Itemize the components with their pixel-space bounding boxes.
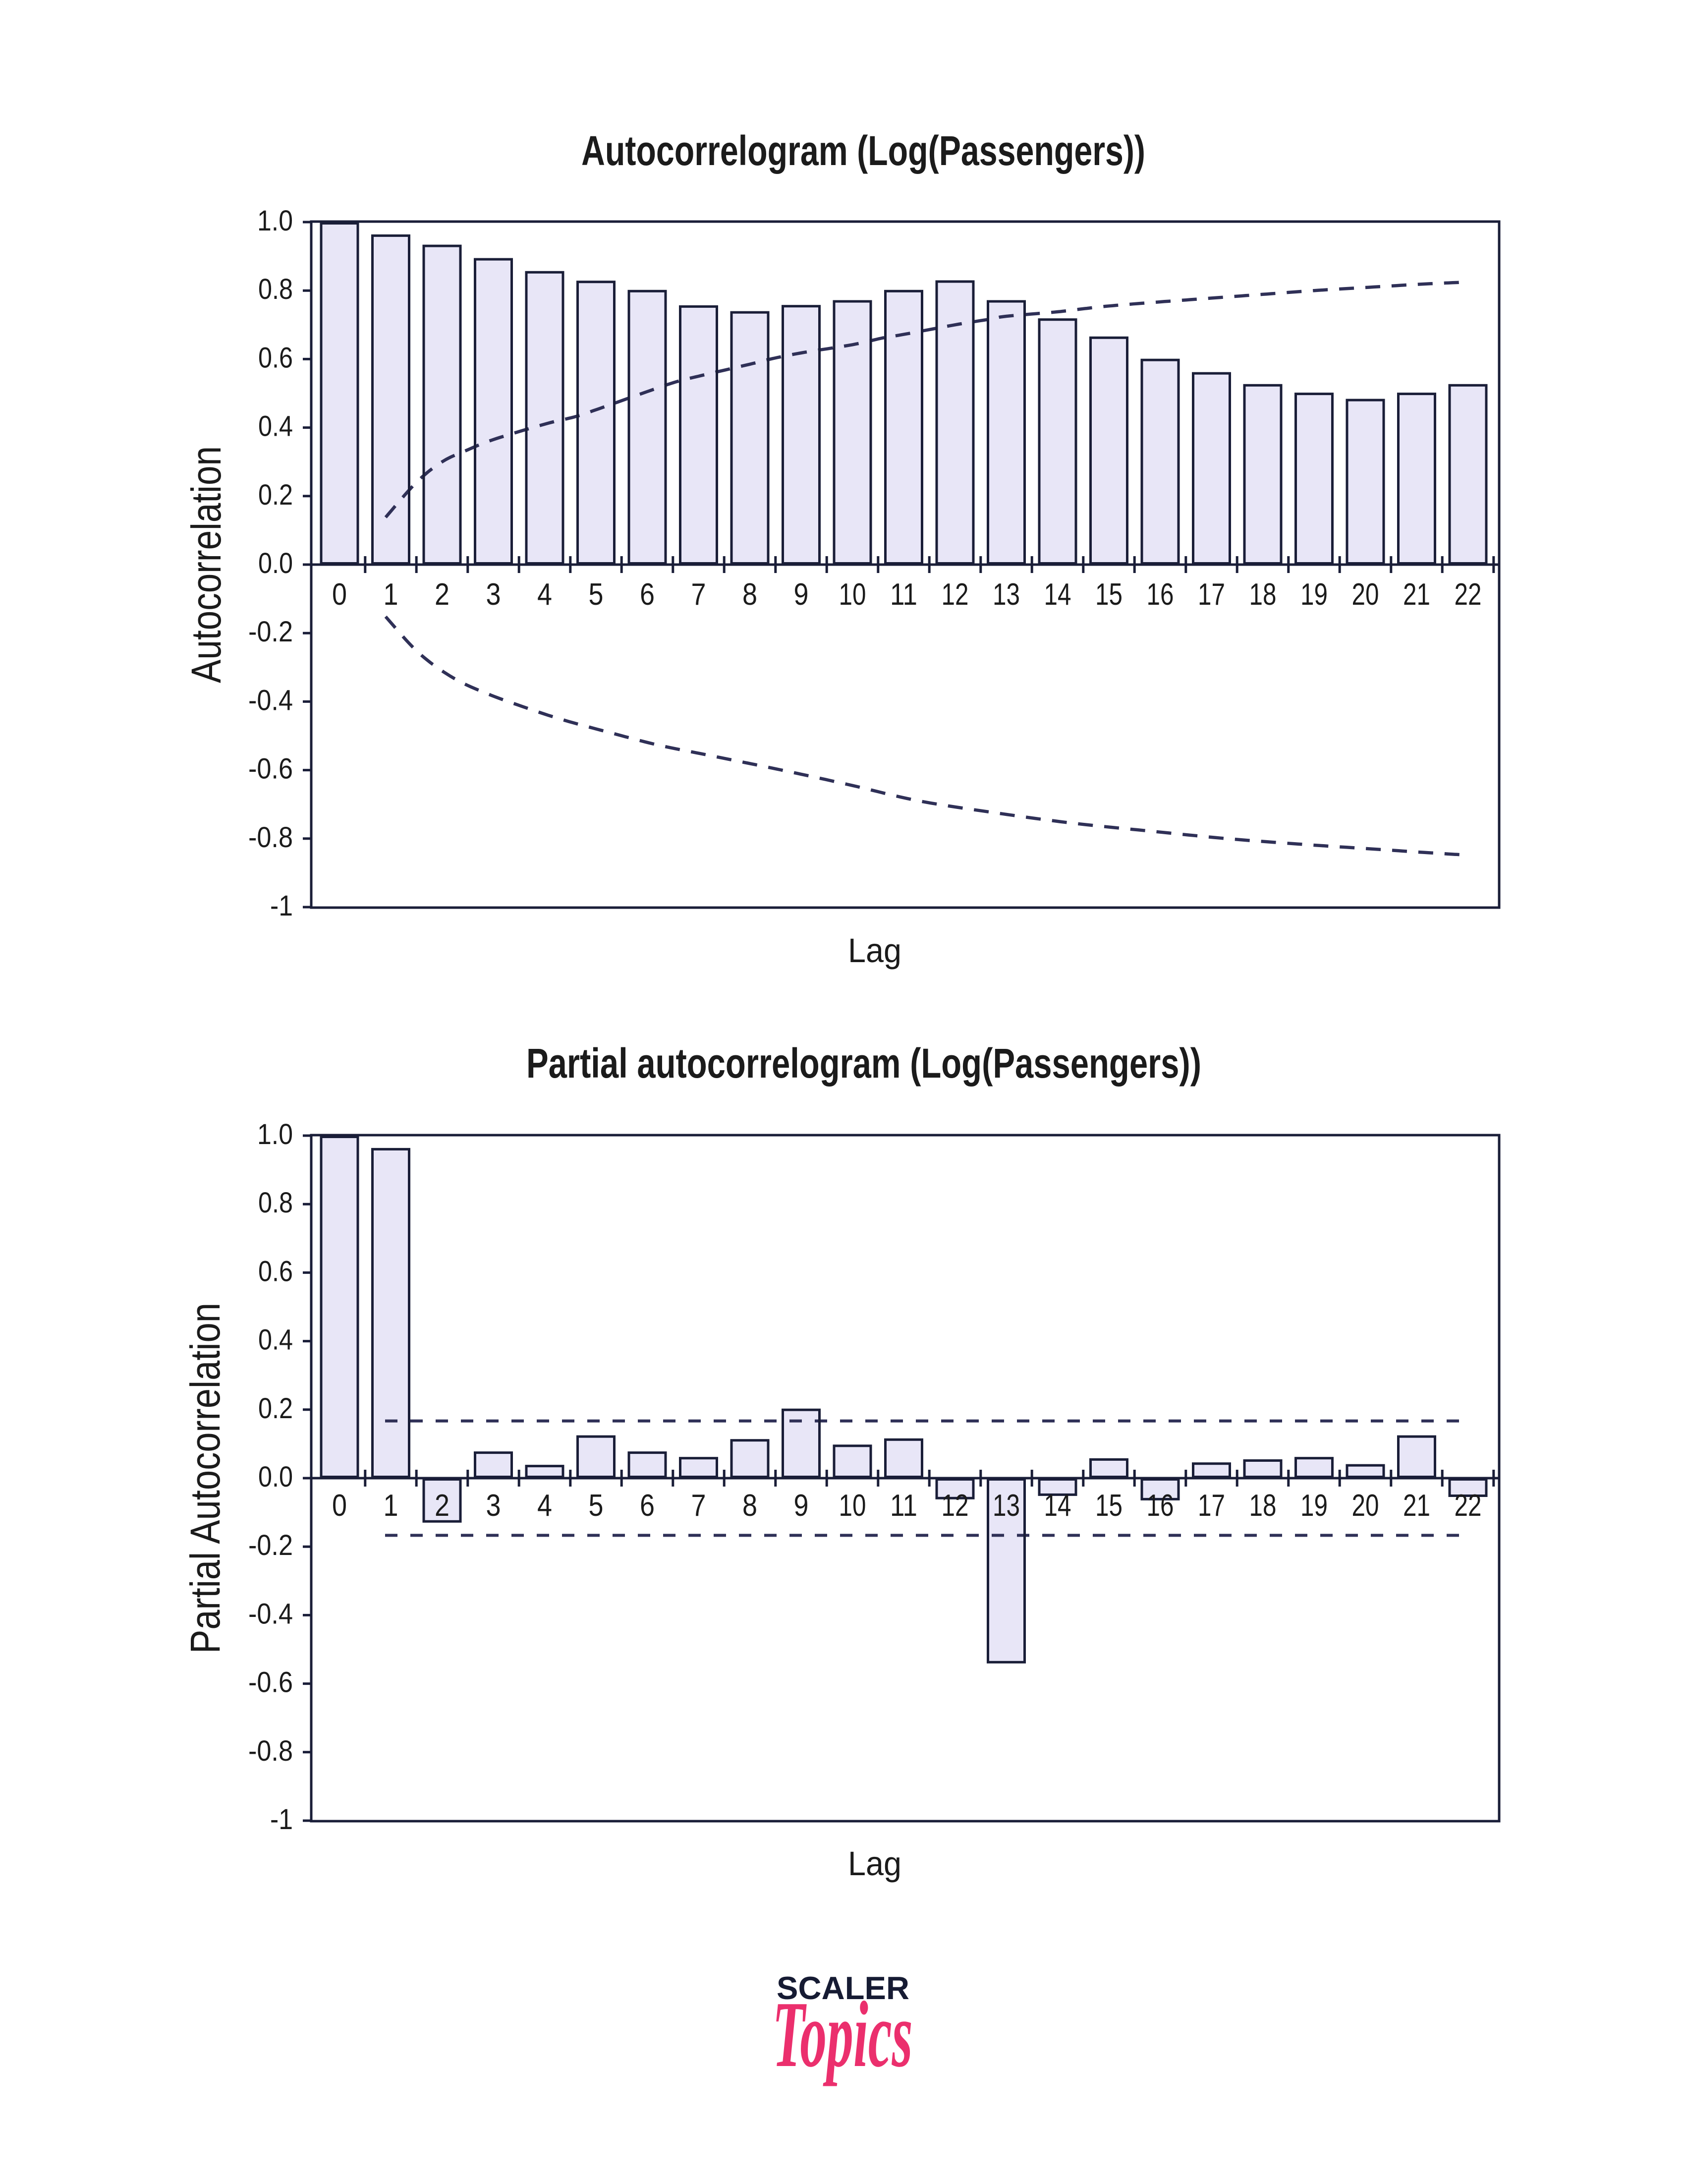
svg-text:15: 15: [1095, 1489, 1123, 1523]
svg-text:-0.8: -0.8: [248, 821, 293, 854]
svg-text:0.8: 0.8: [258, 1187, 293, 1219]
svg-text:SCALER: SCALER: [777, 1970, 909, 2006]
svg-text:16: 16: [1147, 1489, 1174, 1523]
svg-text:-0.4: -0.4: [248, 1598, 293, 1630]
svg-text:11: 11: [890, 577, 917, 612]
svg-text:-0.8: -0.8: [248, 1735, 293, 1767]
svg-text:3: 3: [486, 577, 501, 612]
svg-text:-0.4: -0.4: [248, 684, 293, 716]
svg-text:14: 14: [1044, 1489, 1071, 1523]
svg-text:11: 11: [890, 1489, 917, 1523]
svg-text:4: 4: [537, 577, 552, 612]
svg-text:14: 14: [1044, 577, 1071, 612]
svg-text:0.2: 0.2: [258, 479, 293, 511]
svg-text:10: 10: [839, 577, 866, 612]
svg-text:7: 7: [691, 577, 706, 612]
svg-text:1: 1: [384, 577, 398, 612]
svg-text:0.4: 0.4: [258, 1324, 293, 1356]
svg-text:20: 20: [1352, 1489, 1379, 1523]
svg-text:2: 2: [435, 577, 449, 612]
svg-text:Autocorrelation: Autocorrelation: [183, 446, 229, 683]
svg-text:0.2: 0.2: [258, 1392, 293, 1425]
svg-text:4: 4: [537, 1489, 552, 1523]
svg-text:0: 0: [332, 577, 347, 612]
svg-text:Topics: Topics: [773, 1982, 913, 2087]
svg-text:12: 12: [942, 1489, 969, 1523]
svg-text:17: 17: [1198, 1489, 1225, 1523]
svg-text:0.6: 0.6: [258, 342, 293, 374]
svg-text:6: 6: [640, 1489, 655, 1523]
svg-text:1: 1: [384, 1489, 398, 1523]
svg-text:18: 18: [1249, 1489, 1277, 1523]
svg-text:0.6: 0.6: [258, 1255, 293, 1287]
svg-text:Lag: Lag: [848, 931, 901, 970]
svg-text:-0.2: -0.2: [248, 616, 293, 648]
svg-text:19: 19: [1300, 577, 1328, 612]
svg-text:21: 21: [1403, 577, 1430, 612]
svg-text:21: 21: [1403, 1489, 1430, 1523]
svg-text:13: 13: [993, 577, 1020, 612]
svg-text:15: 15: [1095, 577, 1123, 612]
svg-text:-0.6: -0.6: [248, 753, 293, 785]
svg-text:0.8: 0.8: [258, 273, 293, 305]
svg-text:17: 17: [1198, 577, 1225, 612]
svg-text:8: 8: [742, 577, 757, 612]
svg-text:22: 22: [1455, 1489, 1482, 1523]
svg-text:-0.2: -0.2: [248, 1529, 293, 1561]
svg-text:6: 6: [640, 577, 655, 612]
svg-text:Lag: Lag: [848, 1844, 901, 1883]
svg-text:5: 5: [589, 577, 604, 612]
svg-text:-1: -1: [270, 890, 293, 922]
svg-text:10: 10: [839, 1489, 866, 1523]
svg-text:8: 8: [742, 1489, 757, 1523]
svg-text:0.4: 0.4: [258, 410, 293, 443]
svg-text:19: 19: [1300, 1489, 1328, 1523]
svg-text:2: 2: [435, 1489, 449, 1523]
svg-text:0.0: 0.0: [258, 1461, 293, 1493]
svg-text:-1: -1: [270, 1803, 293, 1836]
svg-text:12: 12: [942, 577, 969, 612]
svg-text:-0.6: -0.6: [248, 1667, 293, 1699]
svg-text:13: 13: [993, 1489, 1020, 1523]
svg-text:5: 5: [589, 1489, 604, 1523]
svg-text:Partial Autocorrelation: Partial Autocorrelation: [182, 1303, 228, 1654]
svg-text:Partial autocorrelogram (Log(P: Partial autocorrelogram (Log(Passengers)…: [526, 1040, 1201, 1087]
svg-text:22: 22: [1455, 577, 1482, 612]
svg-text:0: 0: [332, 1489, 347, 1523]
svg-text:0.0: 0.0: [258, 547, 293, 579]
svg-text:Autocorrelogram (Log(Passenger: Autocorrelogram (Log(Passengers)): [581, 127, 1145, 174]
svg-text:1.0: 1.0: [257, 205, 293, 237]
svg-text:16: 16: [1147, 577, 1174, 612]
svg-text:3: 3: [486, 1489, 501, 1523]
svg-text:18: 18: [1249, 577, 1277, 612]
svg-text:1.0: 1.0: [257, 1118, 293, 1150]
svg-text:7: 7: [691, 1489, 706, 1523]
svg-text:9: 9: [794, 1489, 809, 1523]
svg-text:20: 20: [1352, 577, 1379, 612]
svg-text:9: 9: [794, 577, 809, 612]
